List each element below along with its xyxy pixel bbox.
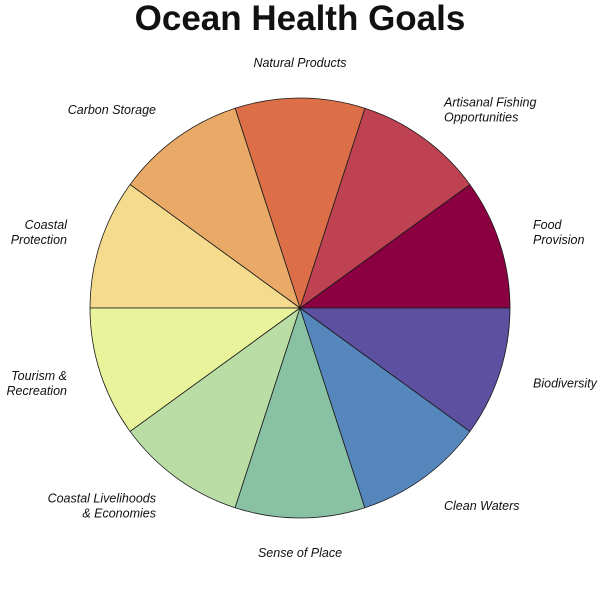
slice-label: Natural Products xyxy=(253,56,346,70)
pie-labels: Food Provision Artisanal Fishing Opportunit… xyxy=(7,56,598,560)
chart-title: Ocean Health Goals xyxy=(135,0,466,38)
pie-slice xyxy=(299,107,471,310)
pie-slice xyxy=(234,97,366,310)
slice-label: Biodiversity xyxy=(533,377,598,391)
pie-slices xyxy=(89,97,511,519)
slice-label: Coastal Livelihoods & Economies xyxy=(48,492,156,521)
pie-slice xyxy=(298,307,511,432)
pie-slice xyxy=(89,184,302,309)
slice-label: Tourism & Recreation xyxy=(7,369,67,398)
pie-slice xyxy=(89,307,302,432)
slice-label: Clean Waters xyxy=(444,499,520,513)
slice-label: Coastal Protection xyxy=(11,218,68,247)
pie-slice xyxy=(299,306,471,509)
pie-slice xyxy=(234,306,366,519)
pie-slice xyxy=(298,184,511,309)
slice-label: Carbon Storage xyxy=(68,103,156,117)
slice-label: Food Provision xyxy=(533,218,584,247)
pie-slice xyxy=(129,306,301,509)
pie-slice xyxy=(129,107,301,310)
slice-label: Sense of Place xyxy=(258,546,342,560)
slice-label: Artisanal Fishing Opportunities xyxy=(443,95,536,124)
